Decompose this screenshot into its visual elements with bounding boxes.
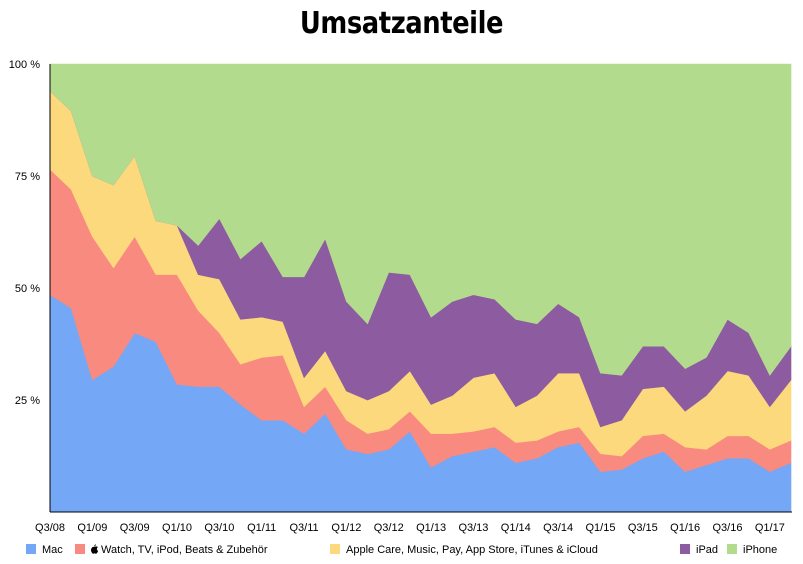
- legend-swatch-4: [727, 544, 737, 554]
- x-tick-label-3: Q1/10: [162, 522, 192, 534]
- x-tick-label-4: Q3/10: [204, 522, 234, 534]
- legend-item-1: Watch, TV, iPod, Beats & Zubehör: [75, 544, 268, 556]
- legend-swatch-1: [75, 544, 85, 554]
- series-area-4: [49, 63, 792, 376]
- y-tick-label-3: 100 %: [9, 59, 40, 71]
- x-tick-label-8: Q3/12: [374, 522, 404, 534]
- x-tick-label-10: Q3/13: [458, 522, 488, 534]
- x-tick-label-17: Q1/17: [755, 522, 785, 534]
- x-tick-label-5: Q1/11: [247, 522, 276, 534]
- x-tick-label-7: Q1/12: [331, 522, 361, 534]
- legend-swatch-3: [680, 544, 690, 554]
- y-tick-label-1: 50 %: [15, 283, 40, 295]
- legend-label-1: Watch, TV, iPod, Beats & Zubehör: [101, 544, 268, 556]
- x-tick-label-6: Q3/11: [289, 522, 318, 534]
- chart-title: Umsatzanteile: [299, 6, 504, 41]
- legend-label-3: iPad: [696, 544, 718, 556]
- apple-icon: [91, 544, 99, 554]
- legend-item-3: iPad: [680, 544, 718, 556]
- x-tick-label-13: Q1/15: [585, 522, 615, 534]
- x-tick-label-11: Q1/14: [501, 522, 531, 534]
- x-tick-label-15: Q1/16: [670, 522, 700, 534]
- x-tick-label-16: Q3/16: [713, 522, 743, 534]
- legend-label-2: Apple Care, Music, Pay, App Store, iTune…: [346, 544, 598, 556]
- legend-swatch-2: [330, 544, 340, 554]
- legend-item-4: iPhone: [727, 544, 777, 556]
- legend-item-2: Apple Care, Music, Pay, App Store, iTune…: [330, 544, 598, 556]
- y-tick-label-0: 25 %: [15, 395, 40, 407]
- legend-item-0: Mac: [26, 544, 63, 556]
- x-tick-label-2: Q3/09: [120, 522, 150, 534]
- legend-swatch-0: [26, 544, 36, 554]
- x-tick-label-9: Q1/13: [416, 522, 446, 534]
- x-tick-label-1: Q1/09: [77, 522, 107, 534]
- legend-label-4: iPhone: [743, 544, 777, 556]
- legend-label-0: Mac: [42, 544, 63, 556]
- y-tick-label-2: 75 %: [15, 171, 40, 183]
- x-tick-label-0: Q3/08: [35, 522, 65, 534]
- x-tick-label-12: Q3/14: [543, 522, 573, 534]
- x-tick-label-14: Q3/15: [628, 522, 658, 534]
